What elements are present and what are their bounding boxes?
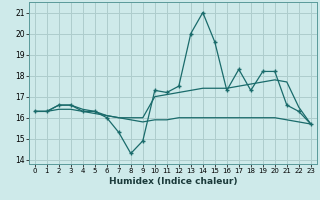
X-axis label: Humidex (Indice chaleur): Humidex (Indice chaleur): [108, 177, 237, 186]
